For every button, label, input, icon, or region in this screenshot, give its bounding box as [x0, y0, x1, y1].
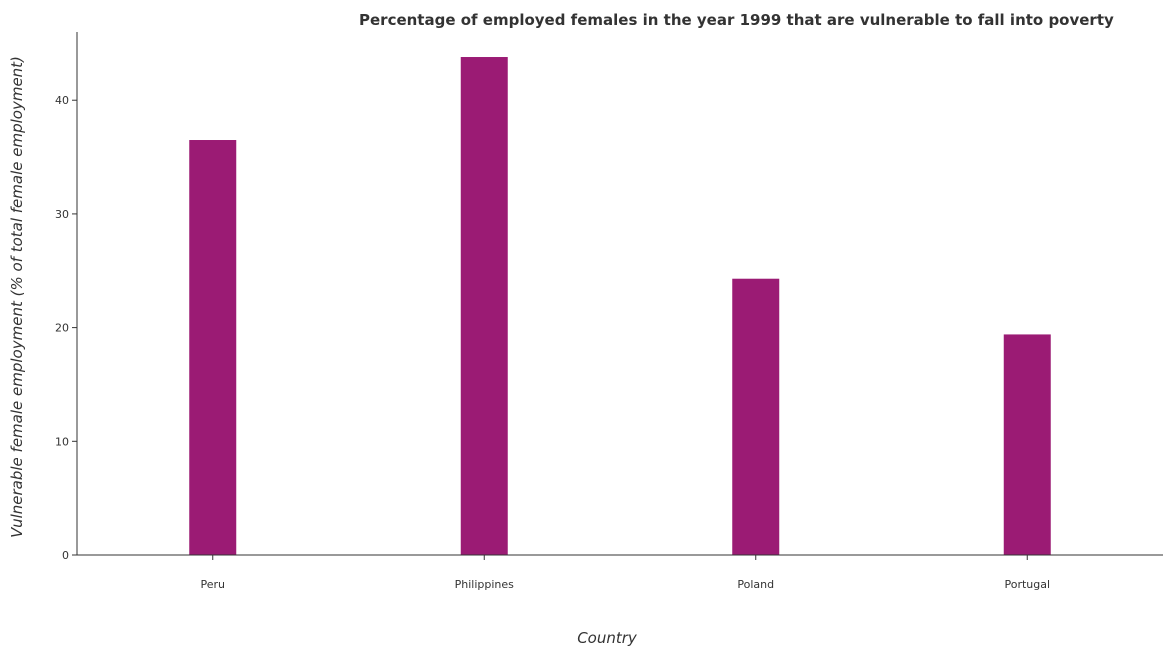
y-tick-label: 30	[55, 208, 69, 221]
y-tick-label: 20	[55, 322, 69, 335]
y-axis-label: Vulnerable female employment (% of total…	[8, 56, 26, 538]
bar-portugal	[1003, 334, 1051, 555]
x-tick-label: Poland	[737, 578, 774, 591]
x-tick-label: Portugal	[1004, 578, 1050, 591]
y-tick-label: 10	[55, 435, 69, 448]
y-tick-label: 40	[55, 94, 69, 107]
y-axis-ticks: 0 10 20 30 40	[55, 94, 77, 562]
x-tick-label: Philippines	[455, 578, 515, 591]
x-axis-ticks: Peru Philippines Poland Portugal	[200, 555, 1050, 591]
bars-group	[189, 57, 1051, 556]
y-tick-label: 0	[62, 549, 69, 562]
chart-title: Percentage of employed females in the ye…	[359, 11, 1114, 29]
bar-poland	[732, 278, 780, 555]
x-tick-label: Peru	[200, 578, 225, 591]
x-axis-label: Country	[577, 629, 638, 647]
bar-peru	[189, 140, 237, 555]
bar-philippines	[460, 57, 508, 556]
